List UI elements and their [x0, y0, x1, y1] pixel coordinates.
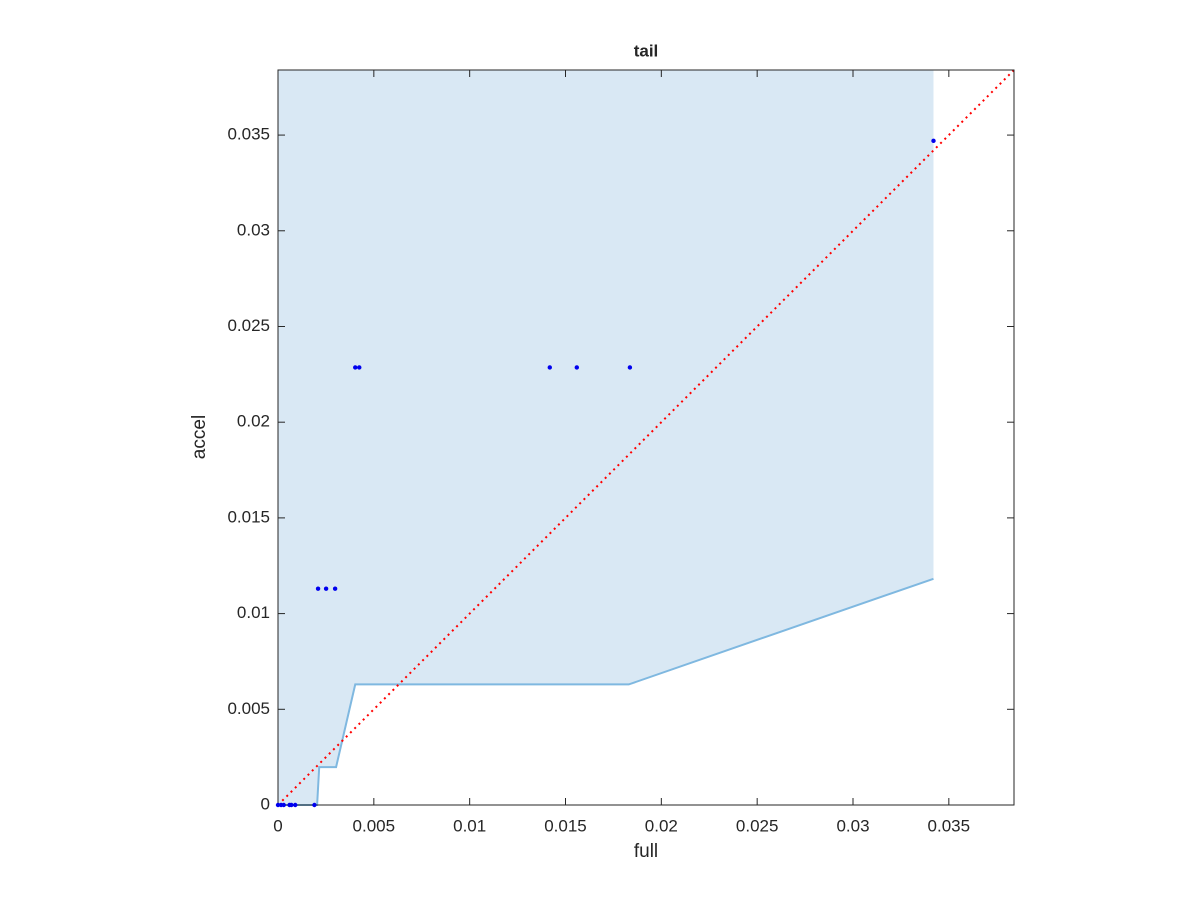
y-tick-label: 0.01	[237, 603, 270, 622]
point	[627, 365, 633, 370]
point	[332, 586, 338, 591]
y-tick-label: 0.025	[227, 316, 270, 335]
x-tick-label: 0.015	[544, 816, 587, 835]
axes-box	[277, 69, 1015, 806]
point	[315, 586, 321, 591]
y-tick-label: 0.035	[227, 125, 270, 144]
point	[357, 365, 362, 370]
point	[293, 802, 298, 808]
x-tick-label: 0.03	[836, 816, 869, 835]
x-tick-label: 0.035	[928, 816, 971, 835]
point	[289, 802, 294, 808]
x-tick-label: 0.02	[645, 816, 678, 835]
y-tick-label: 0.02	[237, 412, 270, 431]
point	[312, 802, 317, 808]
y-tick-label: 0.03	[237, 220, 270, 239]
band-area	[278, 70, 934, 805]
point	[275, 802, 281, 808]
y-axis-label: accel	[189, 415, 210, 459]
y-tick-label: 0	[261, 794, 270, 813]
chart-title: tail	[634, 41, 659, 60]
y-tick-label: 0.005	[227, 699, 270, 718]
x-tick-label: 0.01	[453, 816, 486, 835]
x-tick-label: 0.005	[353, 816, 396, 835]
point	[353, 365, 358, 370]
y-tick-label: 0.015	[227, 507, 270, 526]
point	[281, 802, 286, 808]
point	[547, 365, 552, 370]
x-axis-label: full	[634, 841, 658, 862]
point	[323, 586, 329, 591]
x-tick-label: 0.025	[736, 816, 779, 835]
point	[931, 138, 936, 144]
x-tick-label: 0	[273, 816, 282, 835]
point	[574, 365, 580, 370]
